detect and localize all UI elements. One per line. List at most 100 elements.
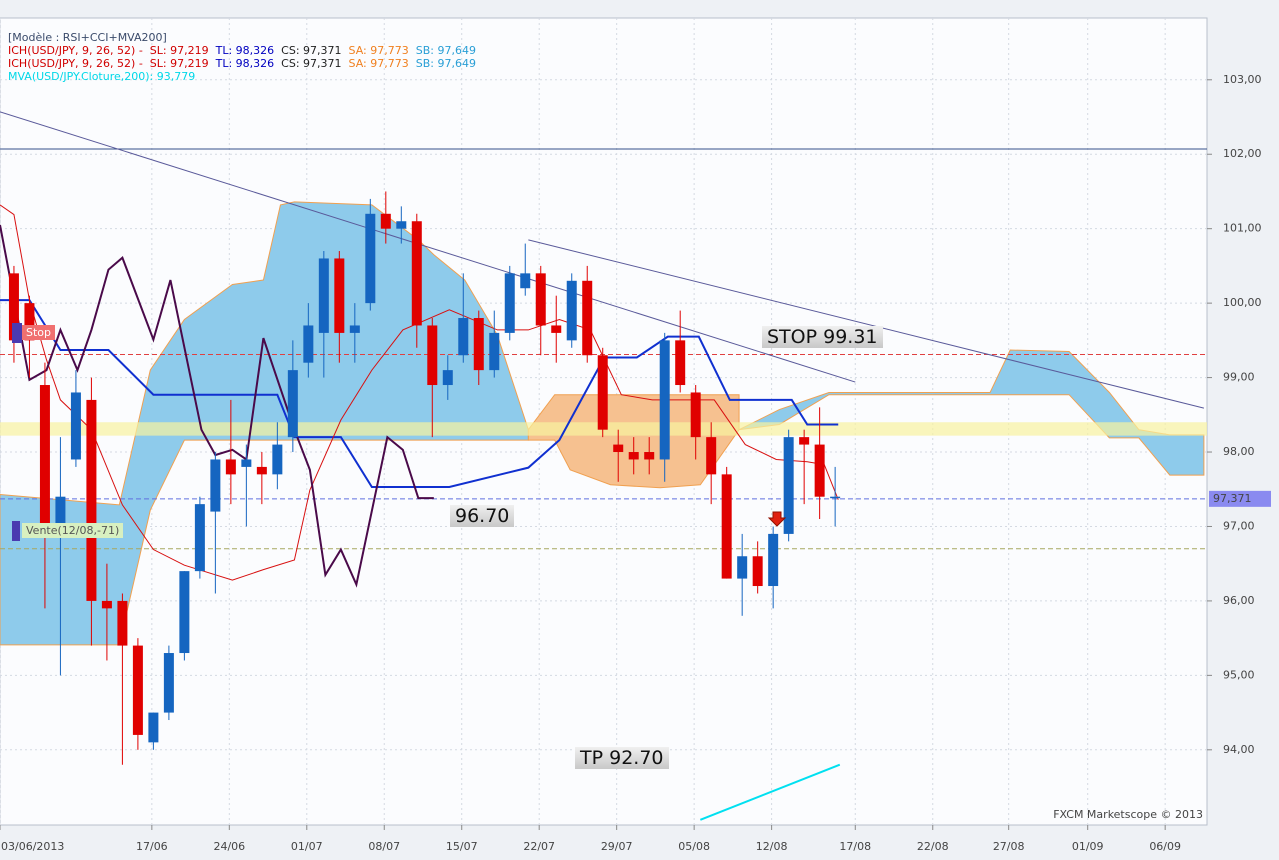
candle-body xyxy=(799,437,810,445)
candle-body xyxy=(256,466,267,475)
candle-body xyxy=(768,533,779,587)
sell-arrow xyxy=(767,511,787,527)
credit: FXCM Marketscope © 2013 xyxy=(1053,808,1203,821)
candle-body xyxy=(566,280,577,341)
y-tick-label: 101,00 xyxy=(1223,222,1262,235)
stop-marker: Stop xyxy=(22,325,56,340)
legend-text: CS: 97,371 xyxy=(281,57,342,70)
x-tick-label: 17/08 xyxy=(839,840,871,853)
candle-body xyxy=(225,459,236,475)
candle-body xyxy=(690,392,701,438)
legend-text: SA: 97,773 xyxy=(348,44,409,57)
candle-body xyxy=(272,444,283,475)
y-tick-label: 95,00 xyxy=(1223,668,1255,681)
candle-body xyxy=(101,600,112,609)
candle-body xyxy=(597,355,608,430)
legend-text: [Modèle : RSI+CCI+MVA200] xyxy=(8,31,167,44)
x-tick-label: 05/08 xyxy=(678,840,710,853)
candle-body xyxy=(334,258,345,333)
price-label: 97,371 xyxy=(1213,492,1252,505)
candle-body xyxy=(675,340,686,386)
candle-body xyxy=(458,318,469,356)
candle-body xyxy=(582,280,593,356)
legend-row: MVA(USD/JPY.Cloture,200): 93,779 xyxy=(8,70,483,83)
candle-body xyxy=(241,459,252,467)
candle-body xyxy=(489,332,500,371)
y-tick-label: 94,00 xyxy=(1223,743,1255,756)
legend-text: MVA(USD/JPY.Cloture,200): 93,779 xyxy=(8,70,196,83)
legend-text: SL: 97,219 xyxy=(149,57,209,70)
y-tick-label: 100,00 xyxy=(1223,296,1262,309)
legend: [Modèle : RSI+CCI+MVA200] ICH(USD/JPY, 9,… xyxy=(8,31,483,83)
candle-body xyxy=(210,459,221,512)
candle-body xyxy=(411,221,422,326)
candle-body xyxy=(830,496,841,499)
candle-body xyxy=(659,340,670,460)
candle-body xyxy=(86,399,97,601)
x-tick-label: 29/07 xyxy=(601,840,633,853)
candle-layer xyxy=(8,191,841,765)
candle-body xyxy=(132,645,143,735)
indicator-layer xyxy=(0,111,1207,821)
candle-body xyxy=(737,556,748,579)
candle-body xyxy=(814,444,825,497)
legend-row: ICH(USD/JPY, 9, 26, 52) - SL: 97,219 TL: 9… xyxy=(8,44,483,57)
legend-text: SB: 97,649 xyxy=(415,57,476,70)
legend-text: SB: 97,649 xyxy=(415,44,476,57)
sell-marker: Vente(12/08,-71) xyxy=(22,523,124,538)
candle-body xyxy=(318,258,329,333)
candle-body xyxy=(396,221,407,229)
candle-body xyxy=(55,496,66,527)
candle-body xyxy=(39,385,50,527)
x-tick-label: 01/09 xyxy=(1072,840,1104,853)
legend-text: TL: 98,326 xyxy=(215,57,275,70)
candle-body xyxy=(752,556,763,587)
x-tick-label: 08/07 xyxy=(368,840,400,853)
indicator-line xyxy=(699,763,841,821)
candle-body xyxy=(628,452,639,460)
legend-row: ICH(USD/JPY, 9, 26, 52) - SL: 97,219 TL: 9… xyxy=(8,57,483,70)
candle-body xyxy=(721,474,732,579)
x-tick-label: 27/08 xyxy=(993,840,1025,853)
candle-body xyxy=(148,712,159,743)
candle-body xyxy=(473,318,484,371)
y-tick-label: 103,00 xyxy=(1223,73,1262,86)
indicator-line xyxy=(0,224,434,588)
x-tick-label: 24/06 xyxy=(213,840,245,853)
x-tick-label: 22/08 xyxy=(917,840,949,853)
candle-body xyxy=(194,504,205,572)
indicator-line xyxy=(0,299,839,489)
x-tick-label: 12/08 xyxy=(756,840,788,853)
y-tick-label: 98,00 xyxy=(1223,445,1255,458)
candle-body xyxy=(70,392,81,460)
indicator-line xyxy=(0,204,839,581)
candle-body xyxy=(287,370,298,438)
candle-body xyxy=(24,303,35,341)
stop-annotation: STOP 99.31 xyxy=(762,326,883,348)
axis-layer: 94,00 95,00 96,00 97,00 98,00 99,00 100,00 101,… xyxy=(0,73,1271,853)
x-tick-label: 22/07 xyxy=(523,840,555,853)
candle-body xyxy=(427,325,438,386)
price-label-box xyxy=(1209,490,1271,507)
level-annotation: 96.70 xyxy=(450,505,515,527)
candle-body xyxy=(644,452,655,460)
stop-marker-flag xyxy=(12,323,22,343)
legend-text: TL: 98,326 xyxy=(215,44,275,57)
candle-body xyxy=(349,325,360,333)
y-tick-label: 97,00 xyxy=(1223,519,1255,532)
legend-text: ICH(USD/JPY, 9, 26, 52) - xyxy=(8,44,143,57)
candle-body xyxy=(303,325,314,363)
candle-body xyxy=(520,273,531,289)
trend-line xyxy=(0,111,856,383)
candle-body xyxy=(179,571,190,654)
target-annotation: TP 92.70 xyxy=(575,747,669,769)
candle-body xyxy=(380,213,391,229)
x-tick-label: 03/06/2013 xyxy=(1,840,64,853)
candle-body xyxy=(613,444,624,453)
x-tick-label: 15/07 xyxy=(446,840,478,853)
legend-text: CS: 97,371 xyxy=(281,44,342,57)
candle-body xyxy=(365,213,376,304)
y-tick-label: 96,00 xyxy=(1223,594,1255,607)
